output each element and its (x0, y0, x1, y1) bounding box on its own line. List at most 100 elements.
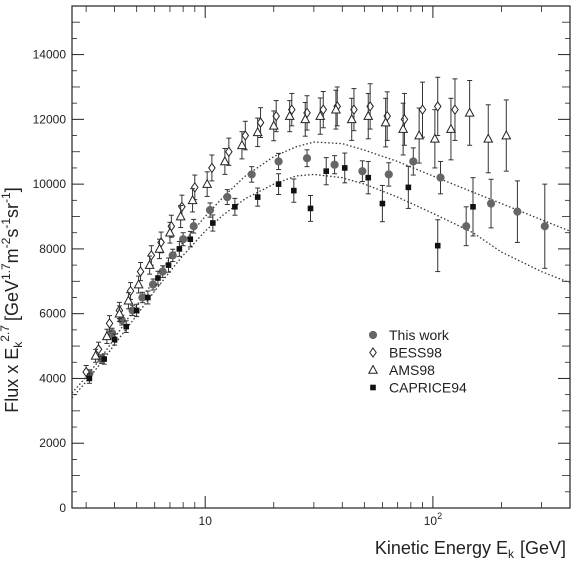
y-axis-title: Flux x Ek2.7[GeV1.7m-2s-1sr-1] (0, 187, 25, 412)
data-point-circle (189, 222, 198, 231)
data-point-triangle (164, 227, 175, 237)
data-point-triangle (445, 123, 456, 133)
data-point-triangle (133, 278, 144, 289)
data-point-triangle (144, 259, 155, 269)
data-point-circle (358, 167, 367, 176)
data-point-square (405, 184, 412, 191)
data-point-square (187, 236, 194, 242)
axis-ticks: 0 2000 4000 6000 8000 10000 12000 14000 10 102 (33, 6, 571, 528)
data-point-triangle (90, 350, 101, 360)
data-point-triangle (202, 178, 213, 188)
data-point-triangle (346, 113, 357, 124)
y-tick-label: 8000 (39, 242, 66, 256)
series-square (86, 152, 476, 384)
data-point-diamond (126, 285, 135, 297)
data-point-circle (302, 154, 312, 163)
y-tick-label: 12000 (33, 112, 67, 126)
data-point-square (470, 204, 476, 210)
data-point-triangle (398, 123, 409, 133)
data-point-square (379, 200, 386, 207)
data-point-diamond (105, 318, 114, 329)
data-point-diamond (241, 130, 250, 141)
data-point-square (123, 323, 130, 330)
legend-marker-diamond (369, 347, 377, 358)
data-point-triangle (114, 308, 125, 318)
data-point-diamond (256, 117, 265, 128)
data-point-diamond (433, 101, 442, 112)
data-point-diamond (136, 266, 145, 277)
data-point-square (111, 336, 118, 343)
data-point-square (210, 220, 216, 226)
y-tick-label: 14000 (33, 48, 67, 62)
data-point-circle (223, 192, 232, 202)
data-point-circle (247, 170, 256, 179)
series-circle (85, 147, 549, 378)
data-point-circle (168, 251, 177, 260)
legend-label: AMS98 (389, 362, 435, 378)
data-point-diamond (400, 113, 409, 125)
data-point-square (254, 194, 261, 200)
data-point-triangle (429, 133, 440, 143)
data-point-square (133, 307, 140, 314)
legend-label: CAPRICE94 (389, 380, 467, 396)
model-curves (71, 141, 571, 399)
data-point-triangle (315, 110, 326, 120)
legend-marker-triangle (367, 364, 379, 374)
data-point-triangle (300, 113, 311, 124)
data-point-circle (384, 170, 393, 179)
data-point-circle (330, 160, 339, 169)
plot-frame (71, 5, 571, 509)
legend-label: This work (389, 327, 450, 343)
data-point-circle (540, 222, 549, 231)
legend-marker-square (370, 384, 376, 391)
data-point-square (434, 242, 441, 249)
data-point-diamond (451, 104, 459, 116)
y-tick-label: 6000 (39, 307, 66, 321)
data-point-square (323, 168, 330, 174)
data-point-diamond (225, 146, 233, 158)
data-point-triangle (219, 155, 230, 166)
data-point-triangle (175, 210, 186, 221)
data-point-triangle (268, 120, 279, 130)
legend-marker-circle (368, 330, 378, 340)
data-point-diamond (190, 182, 199, 193)
data-point-diamond (208, 162, 216, 174)
y-tick-label: 4000 (39, 371, 66, 385)
data-point-triangle (154, 243, 165, 253)
data-point-triangle (187, 194, 198, 205)
data-point-triangle (464, 107, 475, 117)
data-point-diamond (178, 201, 186, 213)
data-point-triangle (380, 117, 391, 127)
data-series (82, 76, 549, 384)
data-point-triangle (501, 129, 512, 140)
data-point-circle (486, 199, 496, 208)
model-curve-2 (71, 173, 571, 399)
data-point-square (86, 375, 93, 382)
data-point-circle (205, 205, 215, 215)
data-point-diamond (147, 250, 156, 261)
data-point-diamond (82, 366, 90, 378)
data-point-square (176, 246, 183, 252)
data-point-circle (409, 157, 418, 166)
data-point-triangle (330, 104, 341, 114)
data-point-triangle (123, 295, 134, 305)
series-triangle (90, 79, 512, 363)
data-point-square (365, 174, 372, 181)
legend-label: BESS98 (389, 345, 442, 361)
data-point-triangle (252, 126, 263, 137)
data-point-circle (513, 207, 522, 216)
data-point-circle (462, 222, 471, 231)
data-point-square (155, 275, 161, 281)
data-point-triangle (363, 110, 374, 120)
data-point-triangle (236, 139, 247, 150)
data-point-square (145, 294, 151, 301)
data-point-square (101, 356, 107, 362)
model-curve-1 (71, 141, 571, 394)
x-tick-label: 10 (199, 514, 213, 528)
y-tick-label: 2000 (39, 436, 66, 450)
data-point-triangle (414, 129, 425, 140)
data-point-square (165, 262, 172, 268)
data-point-circle (138, 293, 147, 302)
data-point-square (232, 204, 238, 210)
